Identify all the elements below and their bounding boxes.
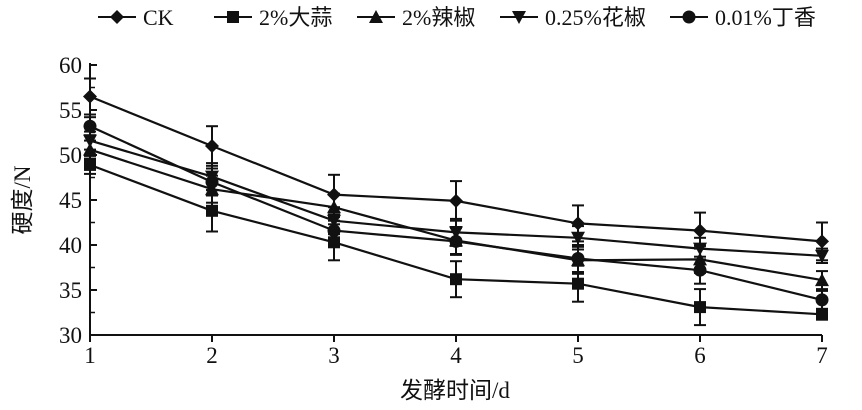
marker-square [227, 11, 239, 23]
marker-circle [205, 175, 219, 189]
marker-circle [693, 263, 707, 277]
x-tick-label: 1 [84, 343, 96, 368]
marker-circle [449, 234, 463, 248]
marker-diamond [693, 223, 707, 238]
legend-item: 0.01%丁香 [670, 5, 816, 30]
marker-triangle-down [571, 231, 585, 245]
marker-triangle-up [369, 10, 383, 23]
marker-triangle-down [693, 242, 707, 256]
marker-circle [327, 224, 341, 238]
x-tick-label: 2 [206, 343, 218, 368]
marker-triangle-down [512, 11, 526, 24]
x-tick-label: 7 [816, 343, 828, 368]
y-tick-label: 35 [59, 278, 82, 303]
legend-label: 0.01%丁香 [715, 5, 816, 30]
y-tick-label: 40 [59, 233, 82, 258]
legend-label: CK [143, 5, 174, 30]
y-tick-label: 60 [59, 53, 82, 78]
marker-diamond [815, 234, 829, 249]
legend-item: CK [98, 5, 174, 30]
x-tick-label: 4 [450, 343, 462, 368]
marker-circle [815, 293, 829, 307]
y-axis-label: 硬度/N [10, 165, 35, 234]
marker-diamond [449, 193, 463, 208]
legend-item: 0.25%花椒 [500, 5, 646, 30]
y-tick-label: 50 [59, 143, 82, 168]
marker-square [572, 277, 584, 290]
marker-diamond [110, 10, 124, 24]
x-tick-label: 6 [694, 343, 706, 368]
legend-item: 2%辣椒 [357, 5, 475, 30]
legend-item: 2%大蒜 [214, 5, 332, 30]
legend-label: 2%大蒜 [259, 5, 332, 30]
marker-square [694, 301, 706, 314]
marker-square [450, 273, 462, 286]
marker-circle [682, 10, 696, 24]
marker-diamond [83, 89, 97, 104]
series-square [84, 154, 828, 327]
legend: CK 2%大蒜 2%辣椒 0.25%花椒 0.01%丁香 [98, 5, 816, 30]
series-circle [83, 116, 829, 310]
marker-triangle-down [815, 249, 829, 263]
marker-triangle-up [815, 273, 829, 287]
y-tick-label: 55 [59, 98, 82, 123]
marker-circle [83, 119, 97, 133]
y-tick-label: 30 [59, 323, 82, 348]
marker-square [84, 158, 96, 171]
marker-diamond [205, 139, 219, 153]
x-axis-label: 发酵时间/d [400, 378, 510, 403]
legend-label: 0.25%花椒 [545, 5, 646, 30]
y-tick-label: 45 [59, 188, 82, 213]
plot-area [83, 77, 829, 327]
legend-label: 2%辣椒 [402, 5, 475, 30]
marker-triangle-down [83, 134, 97, 148]
marker-circle [571, 252, 585, 265]
marker-square [206, 204, 218, 217]
x-tick-label: 5 [572, 343, 584, 368]
x-tick-label: 3 [328, 343, 340, 368]
marker-square [816, 308, 828, 321]
